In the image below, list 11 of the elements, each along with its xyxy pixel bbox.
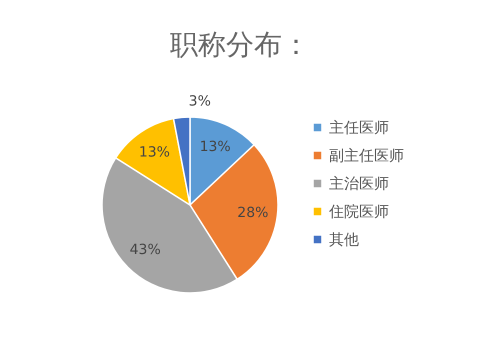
data-label: 13% [200, 138, 231, 155]
legend-label: 副主任医师 [329, 146, 404, 164]
data-label: 43% [130, 242, 161, 258]
legend-label: 主任医师 [329, 118, 389, 136]
data-label: 13% [138, 144, 170, 161]
data-label: 3% [188, 93, 211, 110]
data-label: 28% [237, 204, 268, 221]
legend-label: 主治医师 [329, 174, 389, 192]
legend-label: 住院医师 [328, 202, 389, 220]
legend-label: 其他 [329, 230, 359, 248]
chart-title: 职称分布： [170, 28, 310, 61]
